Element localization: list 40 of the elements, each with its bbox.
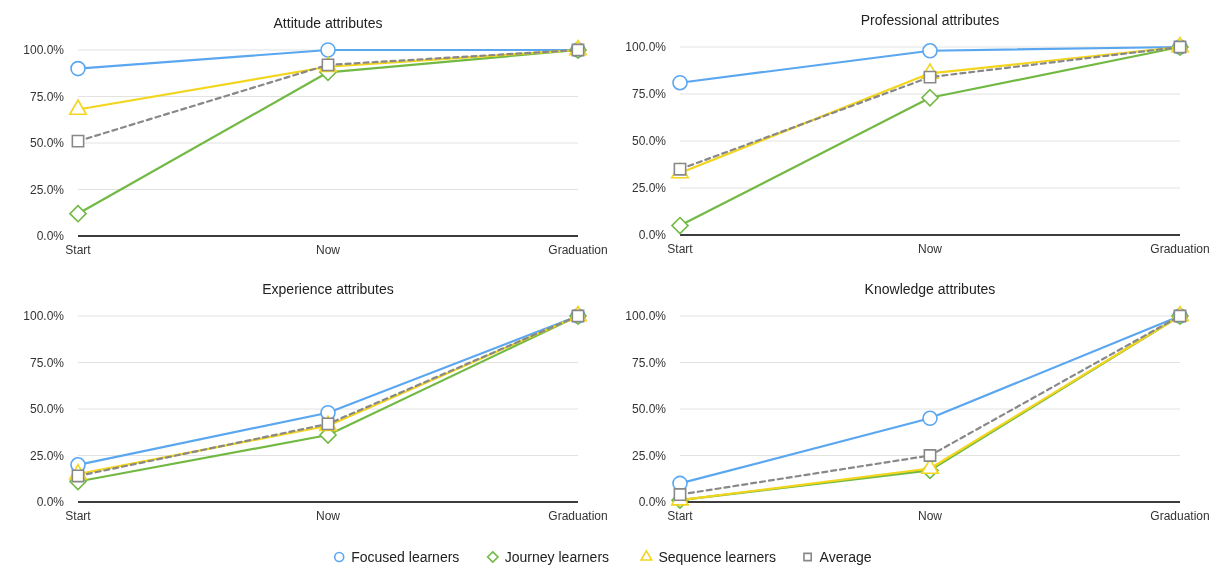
y-tick-label: 25.0% bbox=[631, 181, 667, 196]
y-tick-label: 75.0% bbox=[631, 355, 667, 370]
x-tick-label: Graduation bbox=[1150, 242, 1210, 256]
chart-title: Knowledge attributes bbox=[864, 281, 996, 297]
y-tick-label: 75.0% bbox=[29, 355, 65, 370]
x-tick-label: Now bbox=[917, 242, 943, 256]
y-tick-label: 50.0% bbox=[631, 402, 667, 417]
chart-title: Attitude attributes bbox=[273, 15, 383, 31]
x-tick-label: Now bbox=[917, 509, 943, 523]
y-tick-label: 25.0% bbox=[631, 448, 667, 463]
x-tick-label: Graduation bbox=[1150, 509, 1210, 523]
x-tick-label: Graduation bbox=[548, 243, 608, 257]
x-tick-label: Start bbox=[667, 509, 694, 523]
chart-title: Professional attributes bbox=[860, 12, 1000, 28]
y-tick-label: 75.0% bbox=[631, 87, 667, 102]
y-tick-label: 50.0% bbox=[29, 136, 65, 151]
legend-label: Sequence learners bbox=[658, 548, 776, 565]
y-tick-label: 75.0% bbox=[29, 89, 65, 104]
x-tick-label: Now bbox=[315, 509, 341, 523]
y-tick-label: 0.0% bbox=[36, 229, 65, 244]
y-tick-label: 0.0% bbox=[638, 228, 667, 243]
y-tick-label: 100.0% bbox=[23, 309, 65, 324]
x-tick-label: Start bbox=[65, 509, 92, 523]
y-tick-label: 100.0% bbox=[625, 40, 667, 55]
y-tick-label: 25.0% bbox=[29, 448, 65, 463]
legend-label: Average bbox=[819, 548, 872, 565]
legend-label: Journey learners bbox=[504, 548, 610, 565]
y-tick-label: 0.0% bbox=[638, 495, 667, 510]
x-tick-label: Now bbox=[315, 243, 341, 257]
x-tick-label: Start bbox=[65, 243, 92, 257]
y-tick-label: 0.0% bbox=[36, 495, 65, 510]
y-tick-label: 50.0% bbox=[631, 134, 667, 149]
x-tick-label: Start bbox=[667, 242, 694, 256]
y-tick-label: 25.0% bbox=[29, 182, 65, 197]
y-tick-label: 50.0% bbox=[29, 402, 65, 417]
y-tick-label: 100.0% bbox=[625, 309, 667, 324]
y-tick-label: 100.0% bbox=[23, 43, 65, 58]
x-tick-label: Graduation bbox=[548, 509, 608, 523]
legend-label: Focused learners bbox=[351, 548, 460, 565]
chart-title: Experience attributes bbox=[262, 281, 394, 297]
